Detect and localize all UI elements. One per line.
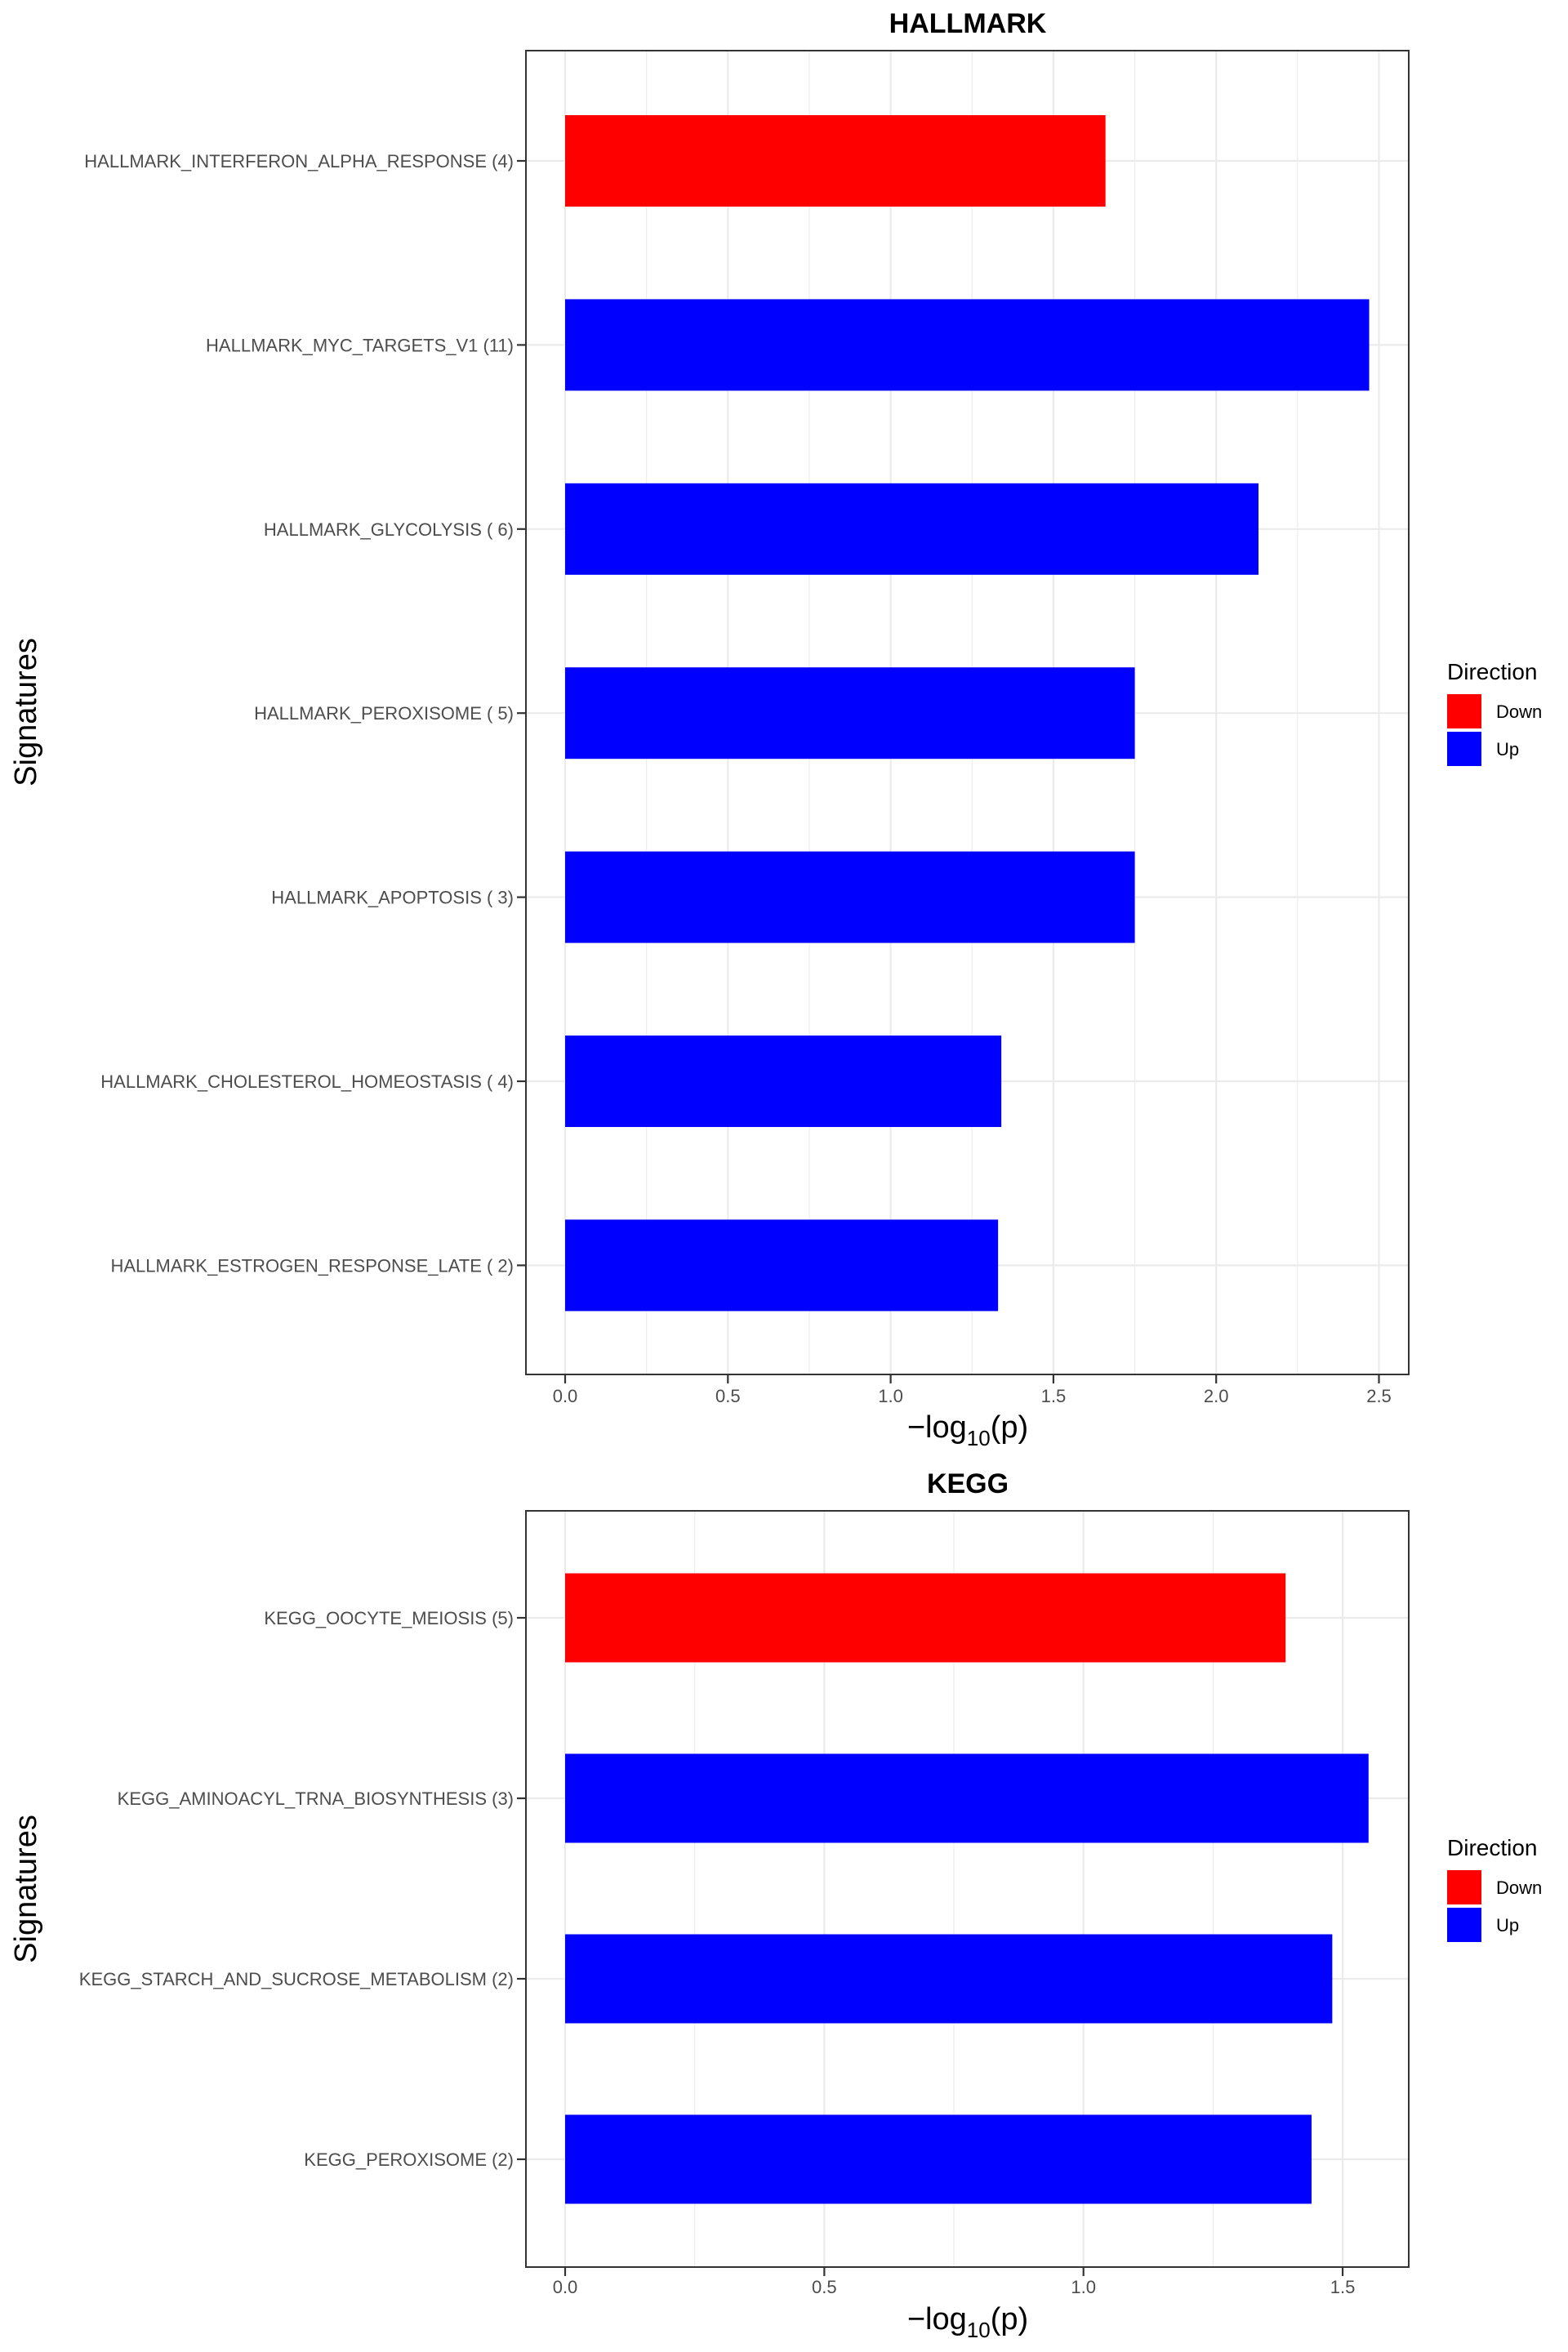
hallmark-y-axis: HALLMARK_INTERFERON_ALPHA_RESPONSE (4) HA… bbox=[84, 151, 526, 1276]
hallmark-bars bbox=[565, 115, 1370, 1312]
x-tick-label: 0.0 bbox=[553, 1386, 578, 1406]
kegg-y-axis: KEGG_OOCYTE_MEIOSIS (5) KEGG_AMINOACYL_TR… bbox=[79, 1608, 526, 2170]
y-tick-label: HALLMARK_INTERFERON_ALPHA_RESPONSE (4) bbox=[84, 151, 514, 172]
bar-up bbox=[565, 1934, 1333, 2024]
x-tick-label: 0.0 bbox=[553, 2277, 578, 2297]
kegg-plot-frame bbox=[525, 1510, 1410, 2268]
xlab-prefix: −log bbox=[907, 2302, 967, 2336]
legend-title: Direction bbox=[1447, 1835, 1537, 1860]
x-tick-label: 2.0 bbox=[1204, 1386, 1229, 1406]
kegg-bars bbox=[565, 1573, 1369, 2204]
hallmark-x-axis-title: −log10(p) bbox=[907, 1410, 1028, 1450]
legend-label-down: Down bbox=[1496, 702, 1542, 722]
x-tick-label: 0.5 bbox=[812, 2277, 837, 2297]
y-tick-label: KEGG_PEROXISOME (2) bbox=[304, 2149, 514, 2170]
kegg-panel: KEGG KEGG_OOCYTE_MEIOSIS (5) KEGG_AMINOAC… bbox=[9, 1468, 1542, 2342]
y-tick-label: HALLMARK_PEROXISOME ( 5) bbox=[254, 703, 514, 724]
hallmark-legend: Direction Down Up bbox=[1447, 659, 1542, 766]
x-tick-label: 1.5 bbox=[1330, 2277, 1356, 2297]
hallmark-x-axis: 0.0 0.5 1.0 1.5 2.0 2.5 bbox=[553, 1374, 1392, 1406]
legend-title: Direction bbox=[1447, 659, 1537, 684]
legend-swatch-down bbox=[1447, 1870, 1481, 1904]
kegg-y-axis-title: Signatures bbox=[9, 1815, 43, 1963]
legend-label-down: Down bbox=[1496, 1878, 1542, 1898]
hallmark-panel: HALLMARK HALLMARK_INTERFERON_ALPHA_RESPO… bbox=[9, 8, 1542, 1450]
bar-up bbox=[565, 667, 1135, 760]
y-tick-label: HALLMARK_GLYCOLYSIS ( 6) bbox=[264, 519, 514, 540]
kegg-title: KEGG bbox=[927, 1468, 1009, 1499]
kegg-x-axis: 0.0 0.5 1.0 1.5 bbox=[553, 2267, 1356, 2297]
y-tick-label: KEGG_AMINOACYL_TRNA_BIOSYNTHESIS (3) bbox=[118, 1788, 514, 1809]
y-tick-label: KEGG_STARCH_AND_SUCROSE_METABOLISM (2) bbox=[79, 1969, 514, 1989]
y-tick-label: HALLMARK_MYC_TARGETS_V1 (11) bbox=[206, 335, 514, 355]
xlab-suffix: (p) bbox=[991, 1410, 1028, 1445]
x-tick-label: 1.5 bbox=[1041, 1386, 1067, 1406]
legend-swatch-up bbox=[1447, 732, 1481, 766]
bar-down bbox=[565, 1573, 1286, 1663]
hallmark-title: HALLMARK bbox=[889, 8, 1047, 39]
y-tick-label: HALLMARK_APOPTOSIS ( 3) bbox=[271, 888, 514, 908]
bar-up bbox=[565, 1036, 1002, 1127]
y-tick-label: HALLMARK_ESTROGEN_RESPONSE_LATE ( 2) bbox=[110, 1255, 514, 1276]
bar-up bbox=[565, 299, 1370, 391]
legend-swatch-down bbox=[1447, 694, 1481, 728]
bar-up bbox=[565, 2114, 1312, 2204]
kegg-legend: Direction Down Up bbox=[1447, 1835, 1542, 1942]
x-tick-label: 1.0 bbox=[1071, 2277, 1096, 2297]
y-tick-label: KEGG_OOCYTE_MEIOSIS (5) bbox=[264, 1608, 514, 1628]
y-tick-label: HALLMARK_CHOLESTEROL_HOMEOSTASIS ( 4) bbox=[100, 1071, 514, 1092]
x-tick-label: 2.5 bbox=[1366, 1386, 1392, 1406]
bar-up bbox=[565, 483, 1259, 575]
xlab-subscript: 10 bbox=[967, 1426, 991, 1450]
legend-label-up: Up bbox=[1496, 739, 1519, 760]
bar-down bbox=[565, 115, 1106, 207]
x-tick-label: 0.5 bbox=[715, 1386, 741, 1406]
x-tick-label: 1.0 bbox=[878, 1386, 903, 1406]
hallmark-y-axis-title: Signatures bbox=[9, 638, 43, 786]
bar-up bbox=[565, 851, 1135, 943]
xlab-prefix: −log bbox=[907, 1410, 967, 1445]
xlab-subscript: 10 bbox=[967, 2318, 991, 2342]
xlab-suffix: (p) bbox=[991, 2302, 1028, 2336]
bar-up bbox=[565, 1219, 999, 1312]
legend-label-up: Up bbox=[1496, 1915, 1519, 1936]
kegg-x-axis-title: −log10(p) bbox=[907, 2302, 1028, 2342]
bar-up bbox=[565, 1753, 1369, 1843]
legend-swatch-up bbox=[1447, 1908, 1481, 1942]
